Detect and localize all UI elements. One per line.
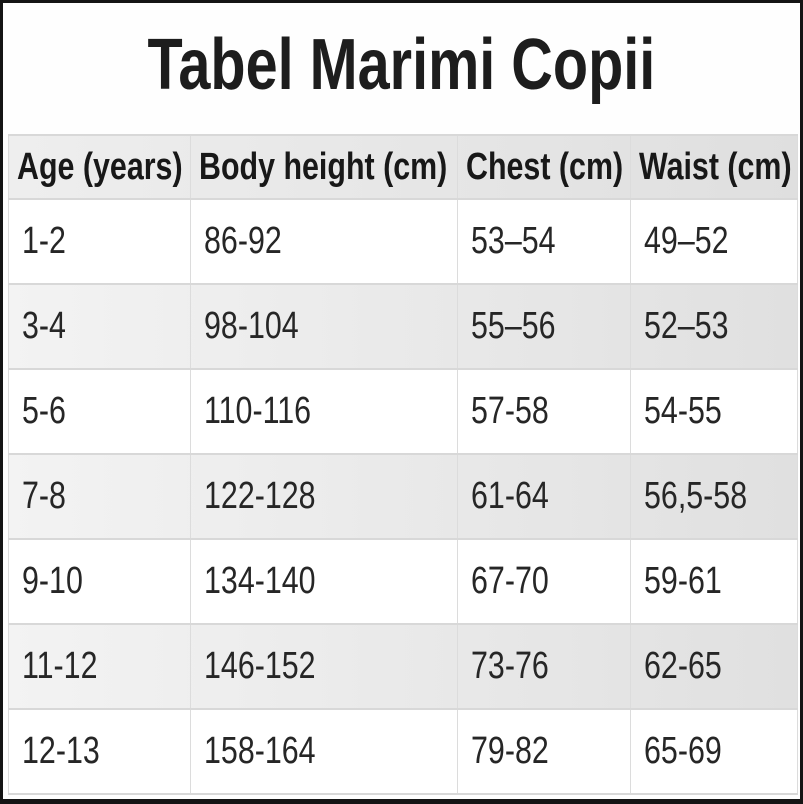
header-row: Age (years) Body height (cm) Chest (cm) … (8, 134, 798, 200)
column-header-waist: Waist (cm) (630, 134, 798, 200)
cell-chest: 53–54 (457, 198, 631, 285)
cell-age: 11-12 (8, 623, 191, 710)
cell-body-height: 146-152 (190, 623, 458, 710)
cell-waist: 62-65 (630, 623, 798, 710)
column-header-chest: Chest (cm) (457, 134, 631, 200)
cell-chest: 57-58 (457, 368, 631, 455)
table-row: 3-4 98-104 55–56 52–53 (8, 283, 798, 370)
cell-body-height: 122-128 (190, 453, 458, 540)
page-title-text: Tabel Marimi Copii (147, 25, 656, 105)
table-body: 1-2 86-92 53–54 49–52 3-4 98-104 55–56 5… (8, 198, 798, 795)
cell-age: 5-6 (8, 368, 191, 455)
column-header-body-height: Body height (cm) (190, 134, 458, 200)
cell-chest: 73-76 (457, 623, 631, 710)
cell-age: 1-2 (8, 198, 191, 285)
table-header: Age (years) Body height (cm) Chest (cm) … (8, 134, 798, 200)
cell-waist: 59-61 (630, 538, 798, 625)
column-header-waist-label: Waist (cm) (639, 145, 792, 188)
table-row: 5-6 110-116 57-58 54-55 (8, 368, 798, 455)
table-row: 1-2 86-92 53–54 49–52 (8, 198, 798, 285)
page-title: Tabel Marimi Copii (3, 29, 800, 101)
column-header-age: Age (years) (8, 134, 191, 200)
cell-age: 9-10 (8, 538, 191, 625)
size-table: Age (years) Body height (cm) Chest (cm) … (8, 134, 798, 795)
cell-waist: 49–52 (630, 198, 798, 285)
column-header-chest-label: Chest (cm) (466, 145, 624, 188)
cell-waist: 65-69 (630, 708, 798, 795)
cell-body-height: 86-92 (190, 198, 458, 285)
cell-body-height: 134-140 (190, 538, 458, 625)
cell-chest: 61-64 (457, 453, 631, 540)
cell-waist: 52–53 (630, 283, 798, 370)
cell-waist: 54-55 (630, 368, 798, 455)
cell-chest: 55–56 (457, 283, 631, 370)
cell-body-height: 158-164 (190, 708, 458, 795)
table-row: 12-13 158-164 79-82 65-69 (8, 708, 798, 795)
cell-body-height: 98-104 (190, 283, 458, 370)
cell-body-height: 110-116 (190, 368, 458, 455)
cell-chest: 79-82 (457, 708, 631, 795)
column-header-body-height-label: Body height (cm) (199, 145, 448, 188)
table-row: 7-8 122-128 61-64 56,5-58 (8, 453, 798, 540)
cell-chest: 67-70 (457, 538, 631, 625)
cell-age: 7-8 (8, 453, 191, 540)
table-row: 11-12 146-152 73-76 62-65 (8, 623, 798, 710)
table-row: 9-10 134-140 67-70 59-61 (8, 538, 798, 625)
cell-waist: 56,5-58 (630, 453, 798, 540)
cell-age: 12-13 (8, 708, 191, 795)
column-header-age-label: Age (years) (17, 145, 183, 188)
cell-age: 3-4 (8, 283, 191, 370)
